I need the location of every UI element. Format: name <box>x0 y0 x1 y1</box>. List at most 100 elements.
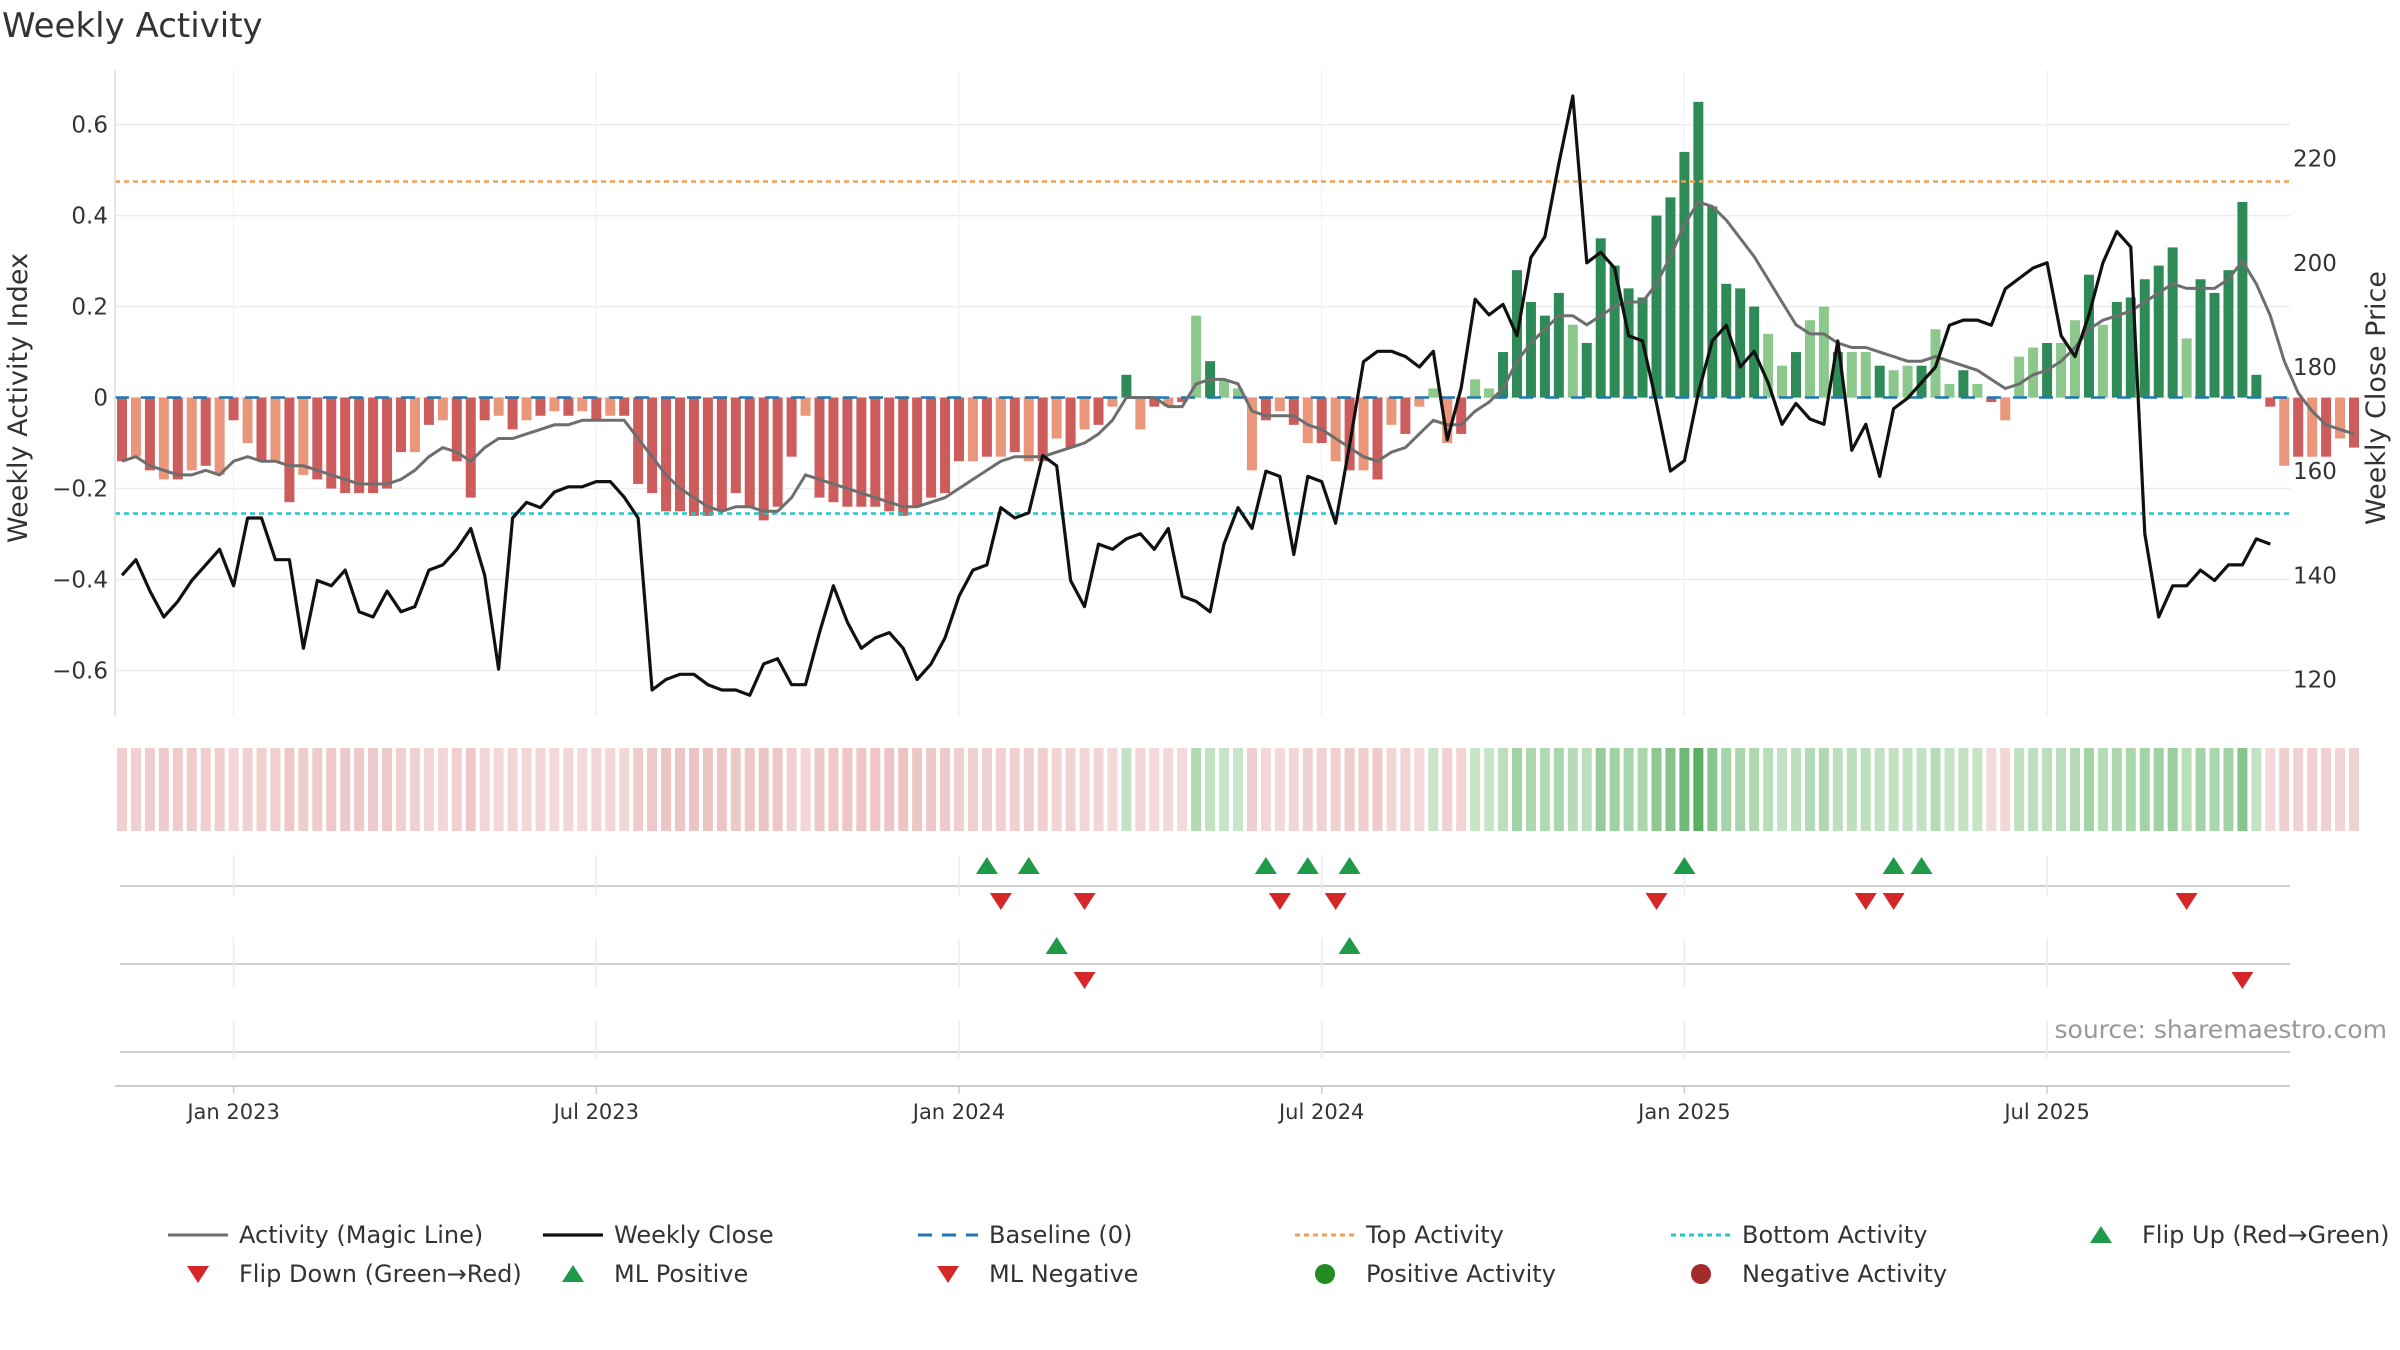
activity-bar <box>493 397 504 416</box>
legend-item: Baseline (0) <box>918 1221 1132 1249</box>
activity-bar <box>2125 297 2136 398</box>
heat-cell <box>716 748 727 831</box>
flip-up-marker <box>1910 857 1933 874</box>
flip-down-marker <box>1073 972 1096 989</box>
activity-bar <box>1721 283 1732 398</box>
heat-cell <box>2279 748 2290 831</box>
activity-bar <box>1386 397 1397 425</box>
activity-bar <box>1498 352 1509 398</box>
y-left-tick-label: −0.4 <box>52 568 108 594</box>
activity-bar <box>284 397 295 503</box>
legend-item: ML Negative <box>937 1260 1138 1288</box>
flip-up-marker <box>1045 937 1068 954</box>
heat-cell <box>1456 748 1467 831</box>
heat-cell <box>2181 748 2192 831</box>
heat-cell <box>186 748 197 831</box>
heat-cell <box>1344 748 1355 831</box>
heat-cell <box>2097 748 2108 831</box>
date-tick-label: Jan 2023 <box>185 1100 280 1124</box>
heat-cell <box>1274 748 1285 831</box>
heat-cell <box>1958 748 1969 831</box>
activity-bar <box>1316 397 1327 444</box>
activity-bar <box>1079 397 1090 430</box>
heat-cell <box>1804 748 1815 831</box>
heat-cell <box>1539 748 1550 831</box>
activity-bar <box>1065 397 1076 448</box>
legend-item: Negative Activity <box>1691 1260 1947 1288</box>
flip-down-marker <box>1073 893 1096 910</box>
heat-cell <box>633 748 644 831</box>
legend-item: Weekly Close <box>543 1221 774 1249</box>
heat-cell <box>1972 748 1983 831</box>
activity-bar <box>326 397 337 489</box>
heat-cell <box>730 748 741 831</box>
heat-cell <box>1944 748 1955 831</box>
heat-cell <box>954 748 964 831</box>
activity-bar <box>2153 265 2164 398</box>
flip-up-marker <box>975 857 998 874</box>
heat-cell <box>368 748 379 831</box>
legend-item: ML Positive <box>562 1260 748 1288</box>
activity-bar <box>423 397 434 425</box>
activity-bar <box>1665 197 1676 398</box>
heat-cell <box>2321 748 2332 831</box>
heat-cell <box>1567 748 1578 831</box>
heat-cell <box>605 748 616 831</box>
activity-bar <box>2237 201 2248 398</box>
activity-bar <box>1581 342 1592 398</box>
activity-bar <box>479 397 490 421</box>
y-right-axis-title: Weekly Close Price <box>2361 271 2392 525</box>
heat-cell <box>870 748 881 831</box>
activity-bar <box>898 397 909 516</box>
heat-cell <box>1288 748 1299 831</box>
activity-bar <box>1832 352 1843 398</box>
heat-cell <box>2125 748 2136 831</box>
activity-bar <box>772 397 783 507</box>
activity-bar <box>856 397 867 507</box>
heat-cell <box>1079 748 1090 831</box>
heat-cell <box>995 748 1006 831</box>
y-right-tick-label: 200 <box>2293 251 2337 277</box>
flip-up-marker <box>1338 857 1361 874</box>
activity-bar <box>312 397 323 480</box>
heat-cell <box>2014 748 2025 831</box>
heat-cell <box>1930 748 1941 831</box>
activity-bar <box>1902 365 1913 398</box>
flip-down-marker <box>2175 893 2198 910</box>
legend-label: Weekly Close <box>614 1221 774 1249</box>
legend-item: Bottom Activity <box>1671 1221 1927 1249</box>
heat-cell <box>1860 748 1871 831</box>
heat-cell <box>702 748 713 831</box>
y-left-axis-title: Weekly Activity Index <box>3 253 34 543</box>
date-tick-label: Jan 2024 <box>911 1100 1006 1124</box>
flip-up-marker <box>1254 857 1277 874</box>
heat-cell <box>172 748 183 831</box>
activity-bar <box>1888 370 1899 398</box>
flip-up-marker <box>1017 857 1040 874</box>
heat-cell <box>507 748 518 831</box>
heat-cell <box>1581 748 1592 831</box>
heat-cell <box>856 748 867 831</box>
y-right-tick-label: 140 <box>2293 563 2337 589</box>
activity-bar <box>1037 397 1048 462</box>
activity-bar <box>1595 238 1606 398</box>
heat-cell <box>340 748 351 831</box>
heat-cell <box>1888 748 1899 831</box>
activity-bar <box>1233 388 1243 398</box>
activity-bar <box>619 397 630 416</box>
legend-label: Bottom Activity <box>1742 1221 1927 1249</box>
activity-bar <box>2223 270 2234 398</box>
heat-cell <box>1246 748 1257 831</box>
heat-cell <box>1149 748 1160 831</box>
activity-bar <box>2181 338 2192 398</box>
activity-bar <box>1260 397 1271 421</box>
activity-bar <box>1623 288 1634 398</box>
y-left-tick-label: −0.2 <box>52 477 108 503</box>
activity-bar <box>521 397 532 421</box>
activity-bar <box>1539 315 1550 398</box>
heat-cell <box>1637 748 1648 831</box>
activity-bar <box>1735 288 1746 398</box>
heat-cell <box>1763 748 1774 831</box>
legend-triangle-down-icon <box>187 1266 209 1283</box>
